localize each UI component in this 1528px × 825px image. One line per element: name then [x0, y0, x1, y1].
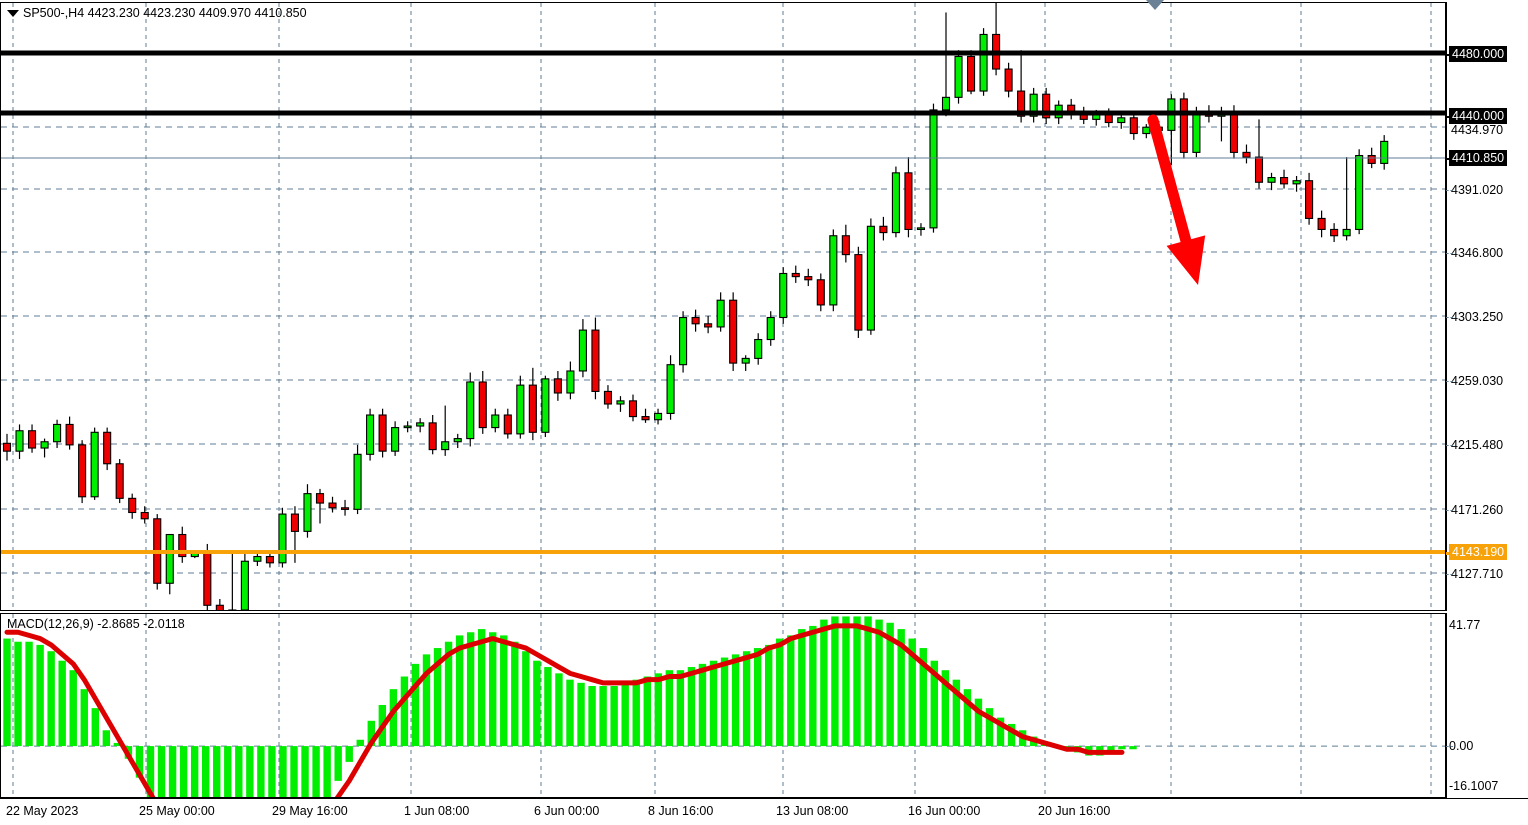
price-axis-label: 4440.000 [1449, 108, 1508, 124]
macd-chart-canvas [1, 614, 1445, 797]
price-axis-label: 4127.710 [1451, 567, 1504, 581]
price-chart-pane[interactable]: SP500-,H4 4423.230 4423.230 4409.970 441… [0, 2, 1446, 611]
macd-zero-tick [1446, 746, 1453, 747]
price-pane-header: SP500-,H4 4423.230 4423.230 4409.970 441… [23, 6, 307, 20]
macd-axis[interactable]: 41.77 0.00 -16.1007 [1446, 613, 1528, 798]
time-axis-label: 25 May 00:00 [139, 804, 215, 818]
time-axis[interactable]: 22 May 2023 25 May 00:00 29 May 16:00 1 Jun… [0, 798, 1528, 825]
macd-axis-line [1446, 613, 1447, 798]
price-axis-tick [1446, 253, 1453, 254]
price-axis-line [1446, 2, 1447, 611]
macd-axis-label: 0.00 [1449, 739, 1474, 753]
price-axis-label: 4259.030 [1451, 374, 1504, 388]
price-axis-tick [1446, 190, 1453, 191]
price-axis-label: 4346.800 [1451, 246, 1504, 260]
price-axis-label: 4303.250 [1451, 310, 1504, 324]
chevron-down-icon[interactable] [7, 10, 19, 17]
time-axis-label: 29 May 16:00 [272, 804, 348, 818]
price-axis-label: 4391.020 [1451, 183, 1504, 197]
time-axis-label: 16 Jun 00:00 [908, 804, 981, 818]
price-chart-canvas [1, 3, 1445, 610]
macd-pane-header: MACD(12,26,9) -2.8685 -2.0118 [7, 617, 185, 631]
price-axis-tick [1446, 510, 1453, 511]
price-axis-label: 4171.260 [1451, 503, 1504, 517]
time-axis-label: 22 May 2023 [6, 804, 79, 818]
price-axis-label: 4410.850 [1449, 150, 1508, 166]
price-axis-tick [1446, 574, 1453, 575]
price-axis-label: 4480.000 [1449, 46, 1508, 62]
price-axis-tick [1446, 445, 1453, 446]
price-axis-tick [1446, 381, 1453, 382]
price-axis-label: 4215.480 [1451, 438, 1504, 452]
macd-axis-label: 41.77 [1449, 618, 1481, 632]
time-axis-label: 6 Jun 00:00 [534, 804, 600, 818]
macd-axis-label: -16.1007 [1449, 779, 1499, 793]
price-axis-label: 4143.190 [1449, 544, 1508, 560]
price-axis[interactable]: 4480.000 4440.000 4434.970 4410.850 4391.020… [1446, 2, 1528, 611]
macd-indicator-pane[interactable]: MACD(12,26,9) -2.8685 -2.0118 [0, 613, 1446, 798]
price-axis-tick [1446, 317, 1453, 318]
time-axis-label: 13 Jun 08:00 [776, 804, 849, 818]
time-axis-label: 20 Jun 16:00 [1038, 804, 1111, 818]
time-axis-label: 1 Jun 08:00 [404, 804, 470, 818]
time-axis-label: 8 Jun 16:00 [648, 804, 714, 818]
crosshair-marker-icon [1146, 0, 1164, 10]
price-axis-label: 4434.970 [1451, 123, 1504, 137]
